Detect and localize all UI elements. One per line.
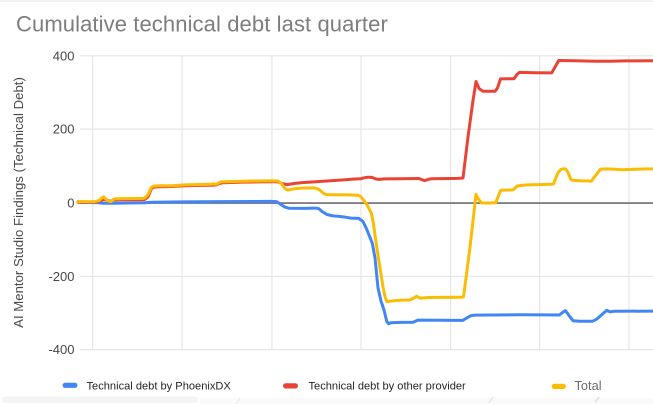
svg-text:-400: -400 [48,342,74,357]
svg-text:-200: -200 [48,269,74,284]
svg-text:400: 400 [53,48,75,63]
svg-text:200: 200 [53,122,75,137]
svg-text:AI Mentor Studio Findings (Tec: AI Mentor Studio Findings (Technical Deb… [11,77,26,328]
svg-text:Technical debt by other provid: Technical debt by other provider [309,380,467,392]
svg-text:Technical debt by PhoenixDX: Technical debt by PhoenixDX [87,380,232,392]
svg-text:0: 0 [67,196,74,211]
svg-text:Total: Total [575,378,602,393]
svg-text:Cumulative technical debt last: Cumulative technical debt last quarter [16,12,388,37]
